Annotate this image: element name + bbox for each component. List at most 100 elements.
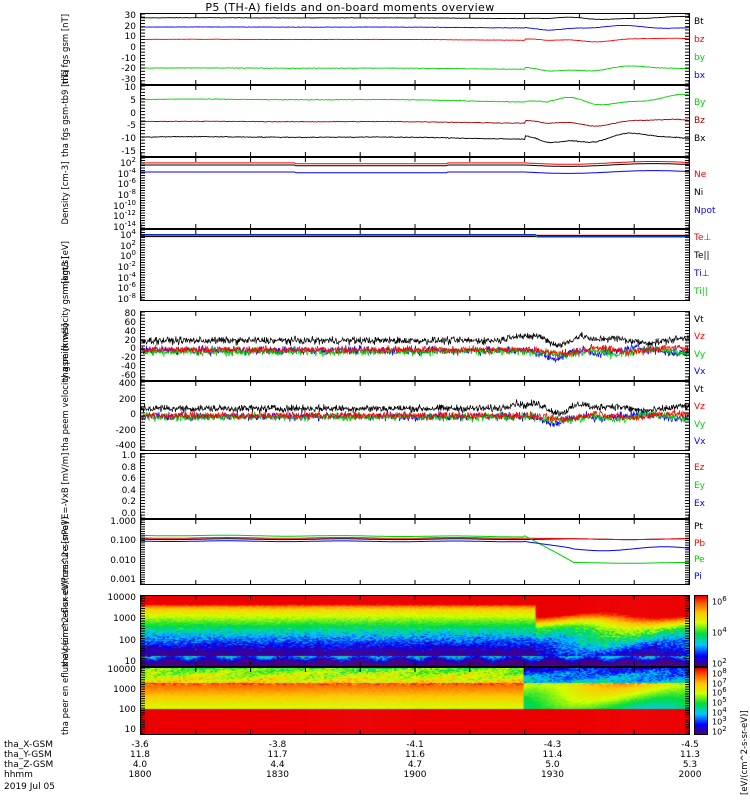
y-tick-label: 10-10 [113, 198, 136, 212]
y-tick-label: 1000 [113, 685, 136, 695]
x-tick-value: -4.1 [406, 740, 424, 750]
colorbar-tick-label: 102 [712, 657, 727, 669]
plot-panel-temperature [140, 229, 690, 301]
tick-marks [141, 382, 689, 450]
legend-label: Vz [694, 402, 705, 413]
plot-panel-density [140, 157, 690, 229]
x-axis-row-name: tha_Z-GSM [4, 760, 54, 770]
legend-label: Vx [694, 437, 706, 448]
y-tick-label: -5 [127, 121, 136, 132]
x-tick-value: 1900 [403, 770, 427, 780]
y-tick-label: 0.0 [121, 509, 136, 519]
series-layer [141, 234, 689, 238]
legend-label: Pb [694, 538, 706, 549]
colorbar-tick-label: 105 [712, 696, 727, 708]
x-tick-value: -3.8 [268, 740, 287, 750]
y-tick-label: 100 [118, 635, 136, 646]
colorbar-peir-eflux [694, 595, 708, 667]
colorbar-tick-label: 102 [712, 725, 727, 737]
legend-label: Npot [694, 206, 716, 216]
x-tick-value: 1800 [128, 770, 152, 780]
y-axis-label: Density [cm-3] [61, 161, 71, 225]
legend-label: Te⊥ [694, 233, 712, 243]
legend-label: Ey [694, 481, 706, 491]
y-tick-label: 1.0 [121, 451, 136, 461]
colorbar-tick-label: 106 [712, 686, 727, 698]
x-tick-value: 4.4 [270, 760, 285, 770]
y-tick-label: 0.2 [121, 497, 136, 508]
y-tick-label: -20 [121, 353, 136, 364]
y-tick-label: 100 [120, 249, 136, 263]
y-tick-label: -60 [121, 371, 136, 381]
date-label: 2019 Jul 05 [4, 782, 55, 792]
x-tick-value: 11.6 [404, 750, 426, 760]
legend-label: By [694, 98, 706, 108]
x-tick-value: 1930 [541, 770, 564, 780]
y-axis-label: tha peem velocity gsm [km/s] [61, 323, 71, 451]
y-tick-label: 10-8 [117, 188, 136, 201]
series-layer [141, 331, 689, 364]
tick-marks [141, 596, 689, 666]
y-tick-label: 0.001 [110, 575, 136, 585]
colorbar-tick-label: 106 [712, 595, 727, 607]
y-tick-label: 10 [124, 657, 136, 667]
legend-label: Pi [694, 571, 702, 582]
x-tick-value: -4.3 [543, 740, 562, 750]
y-tick-label: 0 [130, 108, 136, 119]
plot-panel-pressure [140, 519, 690, 585]
y-tick-label: 40 [124, 326, 136, 337]
legend-label: Vt [694, 384, 704, 395]
y-tick-label: 104 [120, 228, 136, 241]
y-tick-label: 10000 [107, 665, 136, 675]
y-tick-label: -10 [121, 134, 136, 145]
tick-marks [141, 668, 689, 734]
legend-label: Vy [694, 349, 706, 360]
plot-panel-fgs-gsm [140, 13, 690, 85]
x-axis-row-name: tha_Y-GSM [4, 750, 52, 760]
x-axis-row-name: hhmm [4, 770, 33, 780]
legend-label: Vz [694, 332, 705, 343]
legend-label: Ez [694, 463, 705, 473]
y-tick-label: 10 [124, 83, 136, 93]
x-tick-value: 11.4 [542, 750, 563, 760]
y-tick-label: 400 [118, 379, 136, 389]
legend-label: Pt [694, 522, 703, 533]
legend-label: Pe [694, 555, 705, 566]
legend-label: Ne [694, 170, 707, 180]
y-tick-label: 10-6 [117, 177, 136, 191]
y-tick-label: 60 [124, 317, 136, 328]
series-layer [141, 534, 689, 564]
tick-marks [141, 312, 689, 380]
x-tick-value: 4.7 [407, 760, 423, 770]
y-tick-label: 30 [124, 11, 136, 21]
x-tick-value: 5.0 [545, 760, 560, 770]
x-tick-value: 11.3 [679, 750, 701, 760]
y-axis-label: tha peer en eflux eV (cm^2-s-sr-eV) [61, 581, 71, 735]
y-tick-label: 1.000 [110, 517, 136, 527]
y-tick-label: 102 [120, 238, 136, 252]
y-tick-label: 10 [124, 32, 136, 43]
y-tick-label: 10-12 [113, 209, 136, 223]
plot-panel-peim-velocity [140, 311, 690, 381]
x-tick-value: 11.7 [267, 750, 288, 760]
legend-label: bz [694, 35, 705, 45]
colorbar-tick-label: 107 [712, 676, 727, 689]
colorbar-gradient [695, 668, 707, 734]
colorbar-tick-label: 104 [712, 626, 727, 638]
y-tick-label: 0 [130, 410, 136, 420]
y-tick-label: 10-4 [117, 166, 136, 180]
y-tick-label: 1000 [113, 614, 136, 625]
x-tick-value: 4.0 [132, 760, 148, 770]
y-tick-label: -30 [121, 75, 136, 85]
x-tick-value: 5.3 [682, 760, 698, 770]
y-tick-label: 10000 [107, 593, 136, 603]
legend-label: Vy [694, 419, 706, 430]
y-tick-label: -200 [115, 425, 136, 436]
legend-label: Vx [694, 367, 706, 378]
tick-marks [141, 230, 689, 300]
legend-label: Ti|| [694, 287, 708, 297]
colorbar-tick-label: 104 [712, 705, 727, 718]
y-tick-label: 10-6 [117, 281, 136, 295]
y-tick-label: 10 [124, 725, 136, 735]
